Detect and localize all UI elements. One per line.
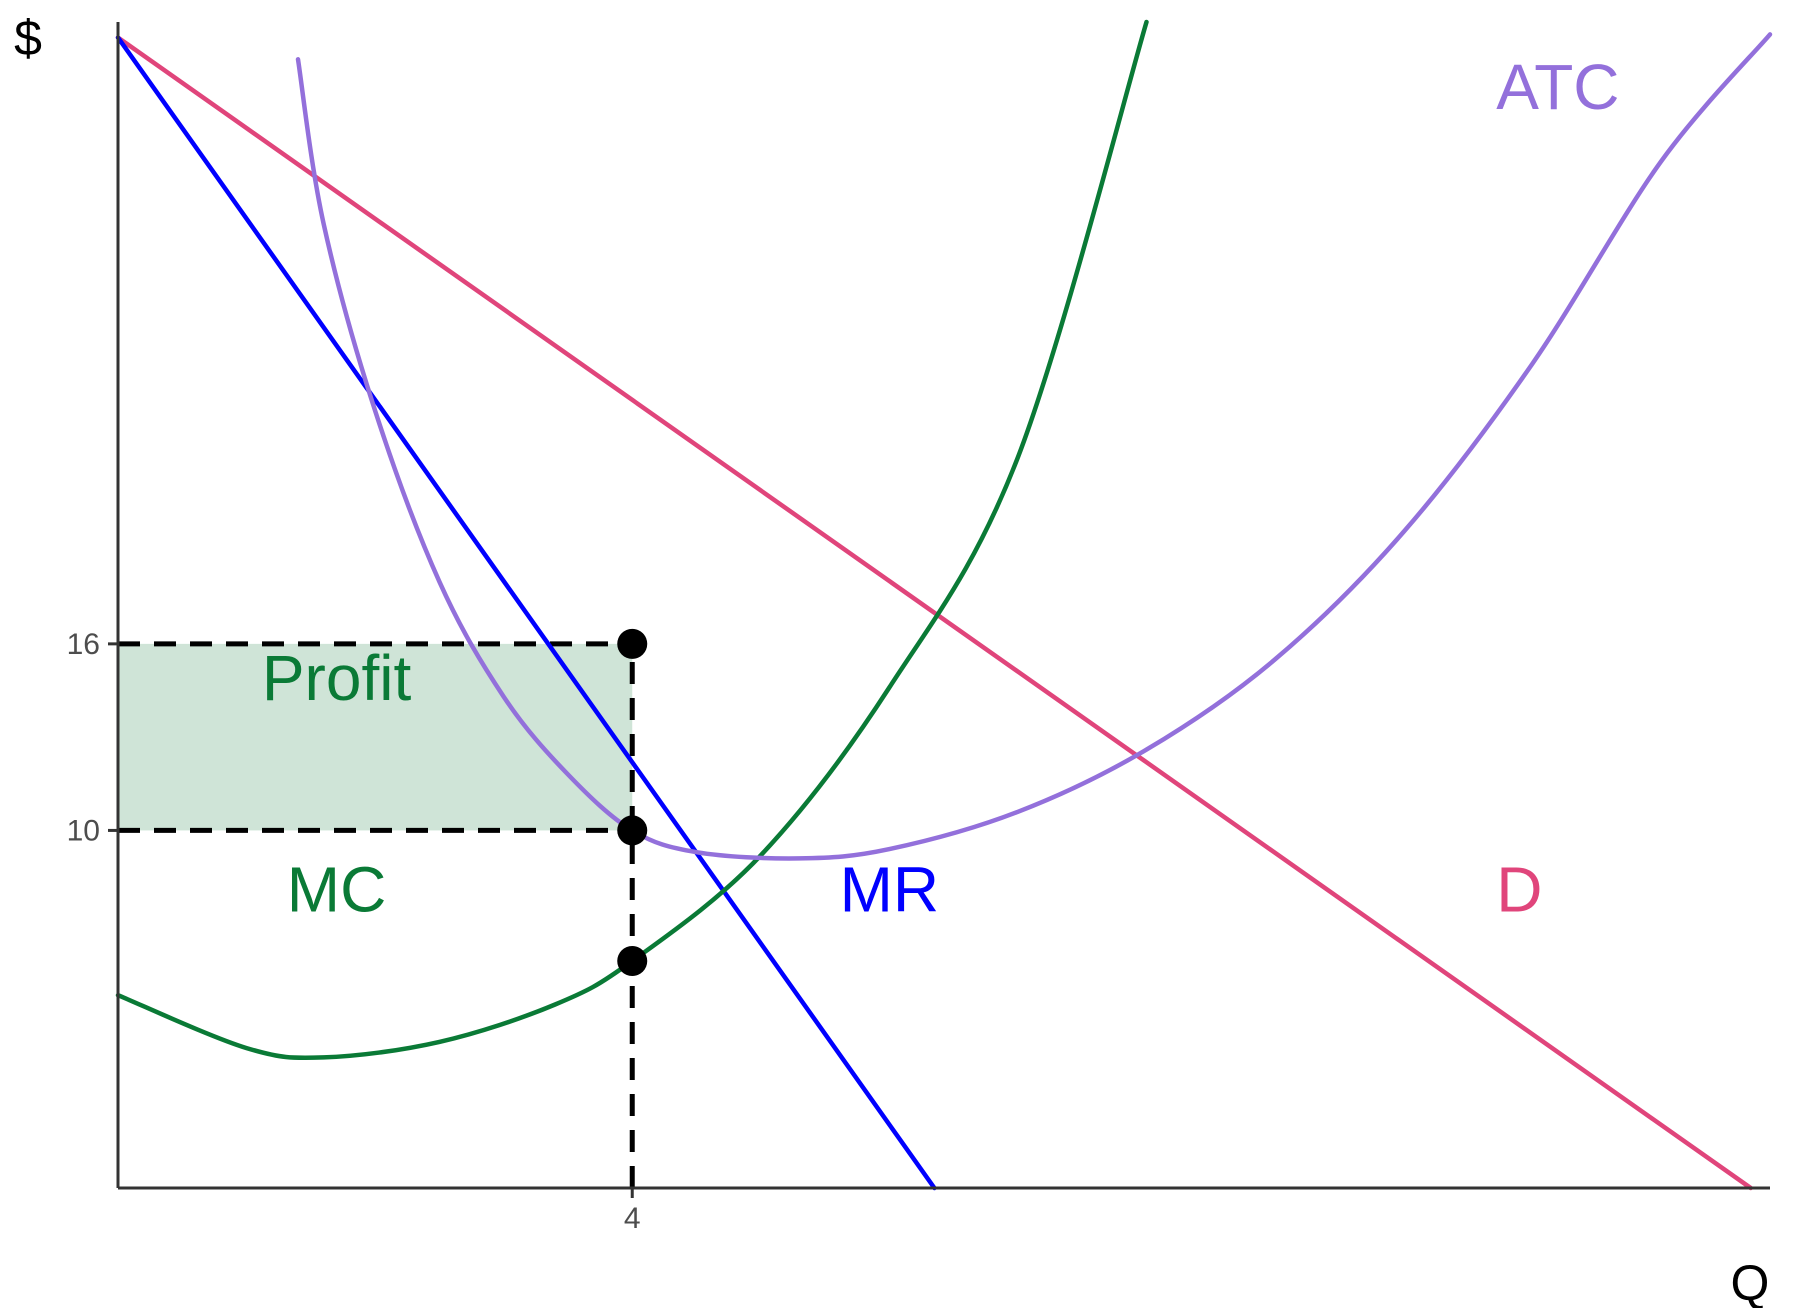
atc-point	[617, 815, 648, 846]
atc-label: ATC	[1496, 51, 1619, 123]
mr-label: MR	[840, 853, 940, 925]
atc-curve	[295, 32, 1773, 861]
profit-label: Profit	[262, 642, 412, 714]
x-tick-label-4: 4	[624, 1202, 641, 1235]
x-axis-title: Q	[1731, 1255, 1770, 1308]
profit-area	[118, 643, 633, 831]
mc-label: MC	[287, 853, 387, 925]
mc-mr-intersection	[617, 946, 648, 977]
mr-curve	[115, 35, 937, 1191]
y-axis-title: $	[14, 10, 42, 66]
y-tick-label-16: 16	[67, 628, 100, 661]
d-curve	[115, 35, 1753, 1191]
y-tick-label-10: 10	[67, 814, 100, 847]
mc-curve	[115, 19, 1149, 1061]
price-point	[617, 628, 648, 659]
d-label: D	[1496, 853, 1542, 925]
